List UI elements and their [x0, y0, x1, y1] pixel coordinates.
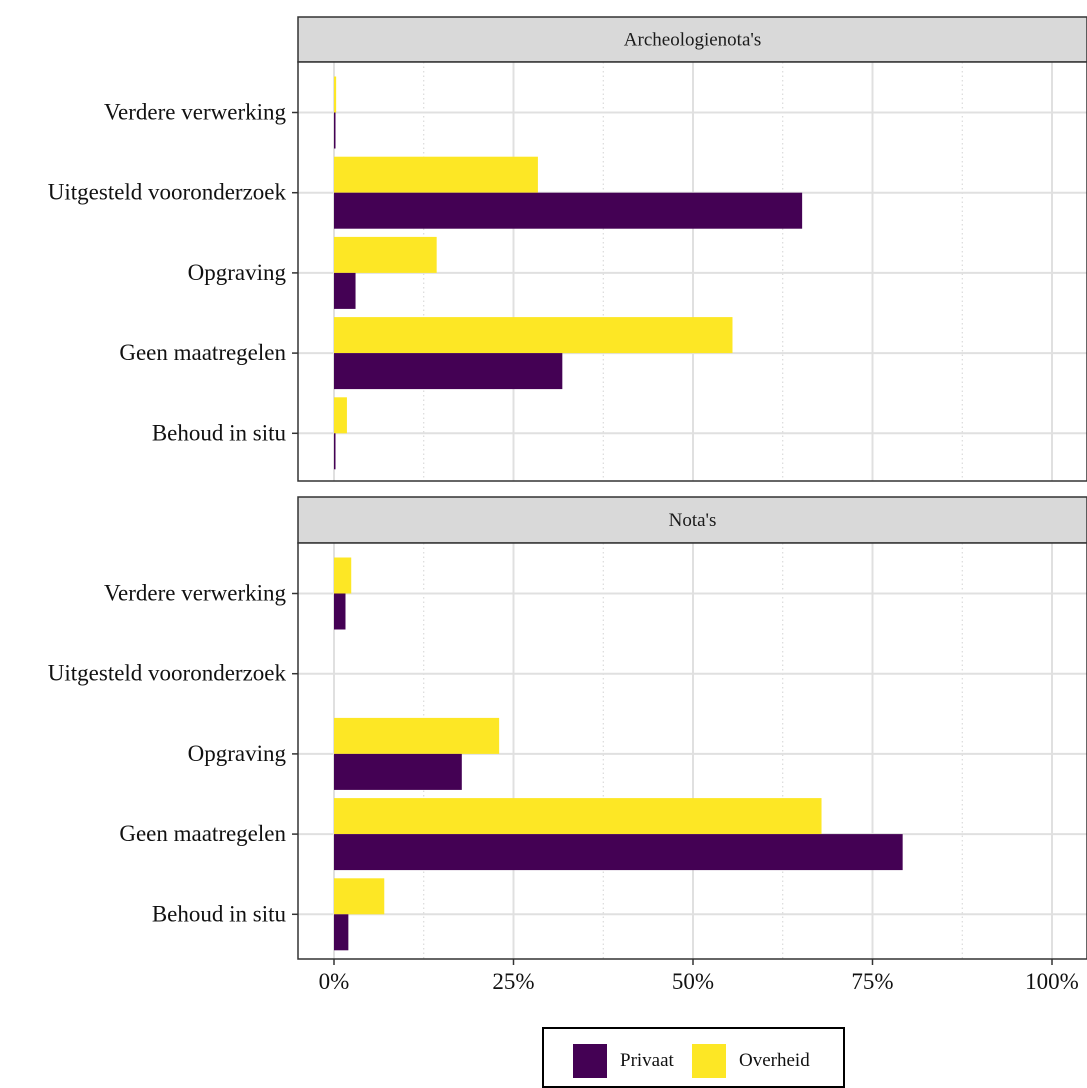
bar-overheid [334, 717, 500, 754]
y-tick-label: Uitgesteld vooronderzoek [48, 180, 287, 205]
bar-overheid [334, 317, 733, 354]
x-tick-label: 0% [319, 969, 350, 994]
bar-privaat [334, 192, 803, 229]
y-tick-label: Opgraving [188, 741, 287, 766]
bar-privaat [334, 112, 336, 149]
y-tick-label: Verdere verwerking [104, 100, 286, 125]
bar-overheid [334, 236, 437, 273]
x-tick-label: 75% [851, 969, 893, 994]
facet-strip-title: Archeologienota's [624, 30, 761, 51]
legend-item-overheid: Overheid [692, 1044, 810, 1078]
bar-overheid [334, 798, 822, 835]
panel-border [297, 61, 1087, 482]
legend: Privaat Overheid [542, 1027, 845, 1088]
bar-privaat [334, 834, 903, 871]
legend-label-privaat: Privaat [620, 1050, 674, 1071]
y-tick-label: Uitgesteld vooronderzoek [48, 661, 287, 686]
y-tick-label: Geen maatregelen [119, 821, 286, 846]
bar-overheid [334, 397, 347, 434]
bar-privaat [334, 593, 346, 630]
bar-overheid [334, 557, 352, 594]
y-tick-label: Geen maatregelen [119, 340, 286, 365]
x-tick-label: 25% [492, 969, 534, 994]
bar-privaat [334, 753, 462, 790]
legend-swatch-overheid [692, 1044, 726, 1078]
bar-overheid [334, 76, 337, 113]
bar-privaat [334, 914, 349, 951]
legend-swatch-privaat [573, 1044, 607, 1078]
x-tick-label: 100% [1025, 969, 1079, 994]
legend-label-overheid: Overheid [739, 1050, 810, 1071]
bar-privaat [334, 353, 563, 390]
bar-overheid [334, 878, 385, 915]
y-tick-label: Behoud in situ [152, 420, 287, 445]
y-tick-label: Opgraving [188, 260, 287, 285]
bar-overheid [334, 156, 538, 193]
facet-strip [297, 16, 1087, 63]
x-tick-label: 50% [672, 969, 714, 994]
facet-strip [297, 496, 1087, 544]
bar-privaat [334, 433, 336, 470]
facet-strip-title: Nota's [669, 510, 717, 531]
y-tick-label: Verdere verwerking [104, 581, 286, 606]
bar-privaat [334, 272, 356, 309]
legend-item-privaat: Privaat [573, 1044, 674, 1078]
y-tick-label: Behoud in situ [152, 901, 287, 926]
